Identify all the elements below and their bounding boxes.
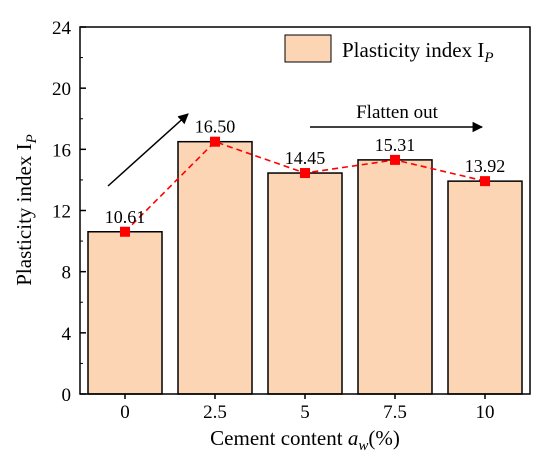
value-label-7.5: 15.31 — [375, 135, 416, 155]
bar-10 — [447, 180, 523, 395]
x-axis-label: Cement content aw(%) — [210, 426, 400, 454]
x-tick-label-7.5: 7.5 — [383, 402, 407, 423]
x-axis-label-sub: w — [358, 438, 368, 454]
bar-2.5 — [177, 140, 253, 395]
y-tick-label-16: 16 — [52, 140, 71, 161]
value-label-2.5: 16.50 — [195, 117, 236, 137]
y-tick-label-24: 24 — [52, 18, 72, 39]
marker-5 — [300, 168, 310, 179]
y-tick-label-4: 4 — [62, 324, 72, 345]
y-tick-label-8: 8 — [62, 263, 72, 284]
x-axis-ticks: 0 2.5 5 7.5 10 — [120, 394, 495, 423]
value-labels-group: 10.61 16.50 14.45 15.31 13.92 — [105, 117, 506, 227]
marker-2.5 — [210, 136, 220, 147]
marker-10 — [480, 176, 490, 187]
marker-7.5 — [390, 154, 400, 165]
y-tick-label-20: 20 — [52, 79, 71, 100]
rising-trend-arrow — [107, 113, 189, 187]
x-tick-label-2.5: 2.5 — [203, 402, 227, 423]
bars-group — [87, 140, 523, 395]
y-axis-ticks: 0 4 8 12 16 20 24 — [52, 18, 86, 406]
bar-5 — [267, 172, 343, 395]
value-label-5: 14.45 — [285, 148, 326, 168]
legend-label-sub: P — [483, 50, 493, 66]
y-axis-label-sub: P — [24, 134, 40, 144]
x-tick-label-10: 10 — [476, 402, 495, 423]
x-tick-label-5: 5 — [300, 402, 310, 423]
x-axis-label-tail: (%) — [368, 426, 399, 450]
marker-0 — [120, 226, 130, 237]
x-axis-label-main: Cement content — [210, 426, 348, 450]
legend-swatch — [284, 34, 332, 63]
legend-label-main: Plasticity index I — [342, 38, 484, 62]
y-tick-label-12: 12 — [52, 202, 71, 223]
y-axis-label: Plasticity index IP — [12, 134, 40, 286]
bar-7.5 — [357, 159, 433, 395]
legend: Plasticity index IP — [284, 34, 494, 66]
value-label-0: 10.61 — [105, 207, 146, 227]
overlay-line-group — [120, 136, 490, 237]
y-axis-label-main: Plasticity index I — [12, 143, 36, 285]
x-axis-label-symbol: a — [348, 426, 359, 450]
y-tick-label-0: 0 — [62, 385, 72, 406]
value-label-10: 13.92 — [465, 156, 506, 176]
legend-label: Plasticity index IP — [342, 38, 494, 66]
bar-0 — [87, 231, 163, 395]
x-tick-label-0: 0 — [120, 402, 130, 423]
flatten-out-label: Flatten out — [356, 102, 439, 123]
